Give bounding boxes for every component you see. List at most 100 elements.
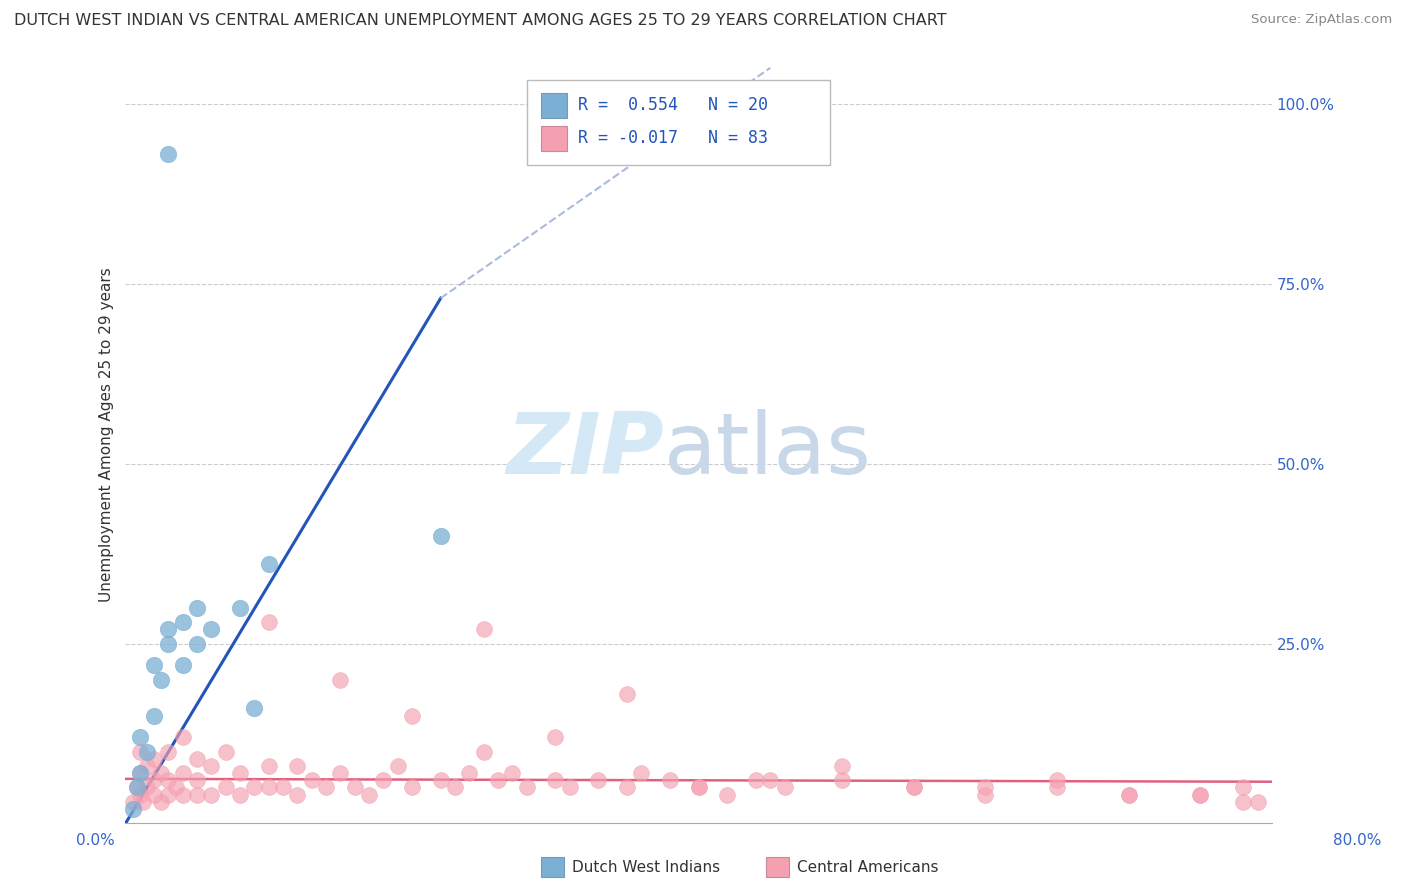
- Point: [136, 745, 159, 759]
- Point: [688, 780, 710, 795]
- Point: [172, 658, 194, 673]
- Point: [759, 773, 782, 788]
- Point: [1189, 788, 1212, 802]
- Point: [745, 773, 768, 788]
- Point: [186, 752, 208, 766]
- Point: [229, 766, 252, 780]
- Point: [659, 773, 682, 788]
- Point: [128, 745, 150, 759]
- Point: [186, 773, 208, 788]
- Point: [172, 766, 194, 780]
- Point: [128, 766, 150, 780]
- Point: [1046, 773, 1069, 788]
- Point: [165, 780, 187, 795]
- Point: [200, 622, 222, 636]
- Point: [143, 773, 166, 788]
- Point: [287, 788, 309, 802]
- Text: Source: ZipAtlas.com: Source: ZipAtlas.com: [1251, 13, 1392, 27]
- Point: [128, 766, 150, 780]
- Point: [458, 766, 481, 780]
- Point: [831, 773, 853, 788]
- Point: [501, 766, 523, 780]
- Point: [974, 788, 997, 802]
- Text: atlas: atlas: [664, 409, 872, 491]
- Point: [516, 780, 538, 795]
- Point: [329, 766, 352, 780]
- Point: [229, 788, 252, 802]
- Point: [128, 730, 150, 744]
- Point: [472, 622, 495, 636]
- Point: [243, 701, 266, 715]
- Point: [150, 795, 173, 809]
- Point: [1232, 795, 1254, 809]
- Point: [616, 687, 638, 701]
- Point: [429, 528, 451, 542]
- Y-axis label: Unemployment Among Ages 25 to 29 years: Unemployment Among Ages 25 to 29 years: [100, 268, 114, 602]
- Point: [616, 780, 638, 795]
- Text: 80.0%: 80.0%: [1333, 833, 1381, 847]
- Point: [186, 600, 208, 615]
- Point: [903, 780, 925, 795]
- Point: [200, 788, 222, 802]
- Point: [287, 759, 309, 773]
- Point: [486, 773, 509, 788]
- Point: [773, 780, 796, 795]
- Point: [131, 795, 153, 809]
- Point: [229, 600, 252, 615]
- Text: R = -0.017   N = 83: R = -0.017 N = 83: [578, 129, 768, 147]
- Point: [143, 658, 166, 673]
- Point: [143, 752, 166, 766]
- Point: [150, 673, 173, 687]
- Point: [257, 780, 280, 795]
- Point: [974, 780, 997, 795]
- Point: [329, 673, 352, 687]
- Point: [143, 788, 166, 802]
- Point: [128, 788, 150, 802]
- Point: [387, 759, 409, 773]
- Point: [1046, 780, 1069, 795]
- Text: Central Americans: Central Americans: [797, 860, 939, 874]
- Point: [472, 745, 495, 759]
- Point: [1118, 788, 1140, 802]
- Point: [125, 780, 148, 795]
- Point: [1118, 788, 1140, 802]
- Text: Dutch West Indians: Dutch West Indians: [572, 860, 720, 874]
- Point: [588, 773, 610, 788]
- Point: [215, 745, 238, 759]
- Text: R =  0.554   N = 20: R = 0.554 N = 20: [578, 96, 768, 114]
- Point: [544, 773, 567, 788]
- Point: [359, 788, 381, 802]
- Point: [630, 766, 652, 780]
- Point: [136, 759, 159, 773]
- Point: [172, 730, 194, 744]
- Text: DUTCH WEST INDIAN VS CENTRAL AMERICAN UNEMPLOYMENT AMONG AGES 25 TO 29 YEARS COR: DUTCH WEST INDIAN VS CENTRAL AMERICAN UN…: [14, 13, 946, 29]
- Point: [1189, 788, 1212, 802]
- Point: [1246, 795, 1268, 809]
- Point: [373, 773, 395, 788]
- Point: [544, 730, 567, 744]
- Point: [688, 780, 710, 795]
- Point: [150, 766, 173, 780]
- Point: [200, 759, 222, 773]
- Point: [215, 780, 238, 795]
- Point: [315, 780, 337, 795]
- Point: [243, 780, 266, 795]
- Point: [271, 780, 294, 795]
- Point: [429, 773, 451, 788]
- Point: [903, 780, 925, 795]
- Point: [401, 708, 423, 723]
- Point: [157, 622, 180, 636]
- Point: [343, 780, 366, 795]
- Point: [172, 615, 194, 629]
- Point: [157, 745, 180, 759]
- Point: [257, 558, 280, 572]
- Point: [157, 636, 180, 650]
- Point: [157, 147, 180, 161]
- Point: [1232, 780, 1254, 795]
- Point: [257, 615, 280, 629]
- Text: ZIP: ZIP: [506, 409, 664, 491]
- Point: [831, 759, 853, 773]
- Point: [444, 780, 467, 795]
- Point: [121, 802, 143, 816]
- Point: [157, 773, 180, 788]
